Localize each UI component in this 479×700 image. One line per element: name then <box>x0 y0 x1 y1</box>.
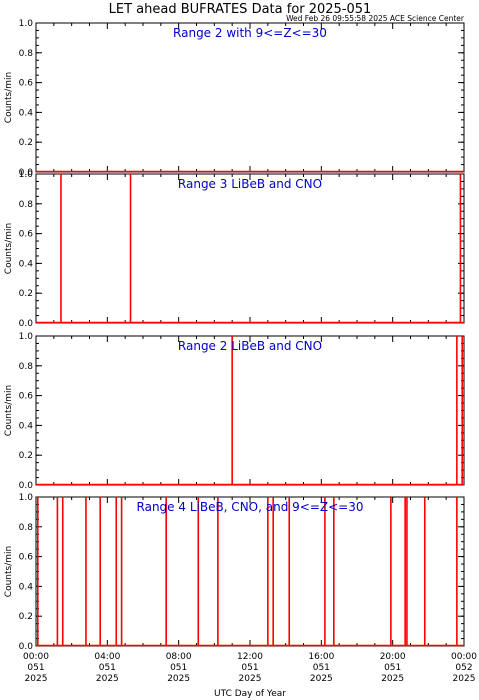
y-tick-label: 0.8 <box>19 362 34 372</box>
y-tick-label: 0.2 <box>19 289 33 299</box>
panel-2: 0.0 0.2 0.4 0.6 0.8 1.0 Counts/min Range 3 LiBe… <box>4 170 465 329</box>
x-tick-label-line: 08:00 <box>166 652 192 662</box>
x-tick-label-line: 04:00 <box>94 652 120 662</box>
y-tick-label: 0.6 <box>19 553 34 563</box>
x-tick-label-line: 2025 <box>167 674 190 684</box>
timestamp-label: Wed Feb 26 09:55:58 2025 ACE Science Cen… <box>286 14 465 23</box>
y-tick-label: 0.6 <box>19 79 34 89</box>
panel-label: Range 2 LiBeB and CNO <box>178 339 322 353</box>
x-tick-label-line: 051 <box>99 663 116 673</box>
y-tick-label: 0.2 <box>19 451 33 461</box>
x-tick-label: 04:00 051 2025 <box>94 652 120 684</box>
panel-1: 0.0 0.2 0.4 0.6 0.8 1.0 Counts/min Range 2 with… <box>4 19 465 178</box>
x-tick-label-line: 051 <box>241 663 258 673</box>
x-tick-label: 20:00 051 2025 <box>380 652 406 684</box>
x-tick-label-line: 16:00 <box>308 652 334 662</box>
y-tick-label: 0.8 <box>19 49 34 59</box>
y-tick-label: 0.2 <box>19 138 33 148</box>
y-tick-label: 1.0 <box>19 493 34 503</box>
x-axis-label: UTC Day of Year <box>214 689 286 699</box>
x-tick-label-line: 051 <box>384 663 401 673</box>
x-tick-label: 16:00 051 2025 <box>308 652 334 684</box>
x-tick-label-line: 20:00 <box>380 652 406 662</box>
y-tick-label: 0.8 <box>19 200 34 210</box>
chart-panels: 0.0 0.2 0.4 0.6 0.8 1.0 Counts/min Range 2 with… <box>4 19 465 652</box>
x-tick-label-line: 2025 <box>25 674 48 684</box>
x-tick-label-line: 052 <box>455 663 472 673</box>
panel-frame <box>35 22 465 173</box>
x-tick-label-line: 2025 <box>96 674 119 684</box>
x-tick-label-line: 00:00 <box>451 652 477 662</box>
y-tick-label: 0.6 <box>19 230 34 240</box>
x-tick-label: 12:00 051 2025 <box>237 652 263 684</box>
y-tick-label: 0.0 <box>19 481 34 491</box>
y-tick-label: 0.0 <box>19 319 34 329</box>
x-tick-label: 08:00 051 2025 <box>166 652 192 684</box>
x-tick-label: 00:00 051 2025 <box>23 652 49 684</box>
x-tick-label-line: 2025 <box>453 674 476 684</box>
y-tick-label: 0.0 <box>19 642 34 652</box>
y-tick-label: 0.6 <box>19 392 34 402</box>
y-tick-label: 0.4 <box>19 259 34 269</box>
panel-4: 0.0 0.2 0.4 0.6 0.8 1.0 Counts/min Range 4 LiBe… <box>4 493 465 652</box>
y-axis-label: Counts/min <box>4 223 14 274</box>
y-tick-label: 0.8 <box>19 523 34 533</box>
y-tick-label: 0.0 <box>19 168 34 178</box>
y-tick-label: 1.0 <box>19 19 34 29</box>
x-tick-label: 00:00 052 2025 <box>451 652 477 684</box>
chart-title: LET ahead BUFRATES Data for 2025-051 <box>109 2 372 17</box>
y-tick-label: 1.0 <box>19 170 34 180</box>
y-axis-label: Counts/min <box>4 546 14 597</box>
y-axis-label: Counts/min <box>4 72 14 123</box>
panel-label: Range 3 LiBeB and CNO <box>178 177 322 191</box>
y-tick-label: 0.4 <box>19 108 34 118</box>
panel-label: Range 2 with 9<=Z<=30 <box>173 26 327 40</box>
y-tick-label: 1.0 <box>19 332 34 342</box>
y-tick-label: 0.2 <box>19 612 33 622</box>
x-tick-label-line: 051 <box>170 663 187 673</box>
x-tick-label-line: 00:00 <box>23 652 49 662</box>
x-tick-label-line: 2025 <box>239 674 262 684</box>
panel-frame <box>35 173 465 324</box>
x-tick-label-line: 051 <box>313 663 330 673</box>
panel-frame <box>35 335 465 486</box>
x-tick-label-line: 051 <box>27 663 44 673</box>
x-tick-label-line: 2025 <box>310 674 333 684</box>
x-tick-label-line: 12:00 <box>237 652 263 662</box>
y-tick-label: 0.4 <box>19 421 34 431</box>
y-axis-label: Counts/min <box>4 385 14 436</box>
panel-3: 0.0 0.2 0.4 0.6 0.8 1.0 Counts/min Range 2 LiBe… <box>4 332 465 491</box>
panel-label: Range 4 LiBeB, CNO, and 9<=Z<=30 <box>137 500 364 514</box>
y-tick-label: 0.4 <box>19 582 34 592</box>
x-tick-label-line: 2025 <box>381 674 404 684</box>
